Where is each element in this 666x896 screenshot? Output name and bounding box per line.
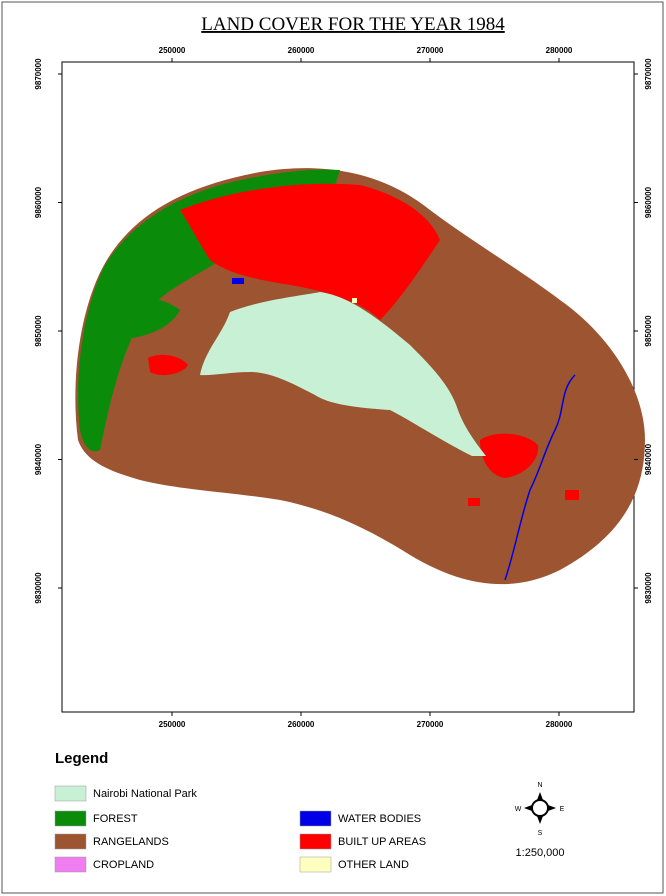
legend-label: WATER BODIES [338,813,421,825]
compass-n: N [537,782,542,789]
legend-label: BUILT UP AREAS [338,836,426,848]
legend-swatch [55,811,86,826]
northing-label: 9850000 [644,315,653,347]
easting-label: 250000 [159,720,186,729]
legend-swatch [55,834,86,849]
easting-label: 280000 [546,46,573,55]
easting-label: 260000 [288,46,315,55]
northing-label: 9870000 [34,58,43,90]
easting-label: 280000 [546,720,573,729]
compass-e: E [560,806,565,813]
northing-label: 9860000 [644,186,653,218]
northing-label: 9830000 [34,572,43,604]
compass-w: W [515,806,522,813]
easting-label: 260000 [288,720,315,729]
legend-swatch [55,786,86,801]
legend-swatch [300,834,331,849]
legend-title: Legend [55,750,108,767]
northing-label: 9850000 [34,315,43,347]
legend-label: Nairobi National Park [93,788,197,800]
easting-label: 250000 [159,46,186,55]
scale-text: 1:250,000 [516,847,565,859]
legend-label: OTHER LAND [338,859,409,871]
northing-label: 9840000 [644,443,653,475]
compass-s: S [538,830,543,837]
northing-label: 9840000 [34,443,43,475]
northing-label: 9870000 [644,58,653,90]
legend-swatch [300,857,331,872]
easting-label: 270000 [417,46,444,55]
northing-label: 9830000 [644,572,653,604]
legend-label: FOREST [93,813,138,825]
legend-swatch [55,857,86,872]
other-land [352,298,357,303]
map-title: LAND COVER FOR THE YEAR 1984 [201,14,505,35]
easting-label: 270000 [417,720,444,729]
legend-swatch [300,811,331,826]
northing-label: 9860000 [34,186,43,218]
water-body [232,278,244,284]
compass-ring [532,800,548,816]
map-page: LAND COVER FOR THE YEAR 1984 250000 25000… [0,0,666,896]
legend-label: CROPLAND [93,859,154,871]
legend-label: RANGELANDS [93,836,169,848]
